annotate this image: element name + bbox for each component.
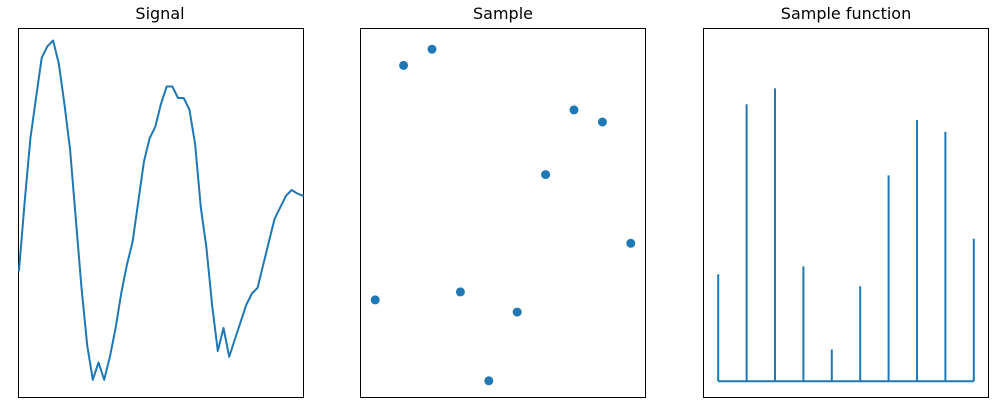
scatter-point-7 xyxy=(569,105,579,115)
scatter-point-2 xyxy=(427,44,437,54)
chart-title-signal: Signal xyxy=(135,4,184,23)
axes-frame-sample-function xyxy=(703,28,989,398)
axes-frame-signal xyxy=(18,28,304,398)
scatter-point-0 xyxy=(370,295,380,305)
panel-sample: Sample xyxy=(360,4,646,398)
panel-signal: Signal xyxy=(18,4,304,398)
chart-title-sample: Sample xyxy=(473,4,533,23)
scatter-point-1 xyxy=(399,60,409,70)
scatter-point-3 xyxy=(455,287,465,297)
scatter-point-9 xyxy=(626,238,636,248)
plot-area-sample xyxy=(370,44,636,386)
chart-title-sample-function: Sample function xyxy=(781,4,911,23)
plot-area-signal xyxy=(18,39,304,381)
plot-area-sample-function xyxy=(717,88,975,383)
axes-frame-sample xyxy=(360,28,646,398)
scatter-point-4 xyxy=(484,376,494,386)
panel-sample-function: Sample function xyxy=(703,4,989,398)
scatter-point-8 xyxy=(597,117,607,127)
scatter-point-6 xyxy=(541,170,551,180)
scatter-point-5 xyxy=(512,307,522,317)
series-line-signal xyxy=(18,39,304,381)
